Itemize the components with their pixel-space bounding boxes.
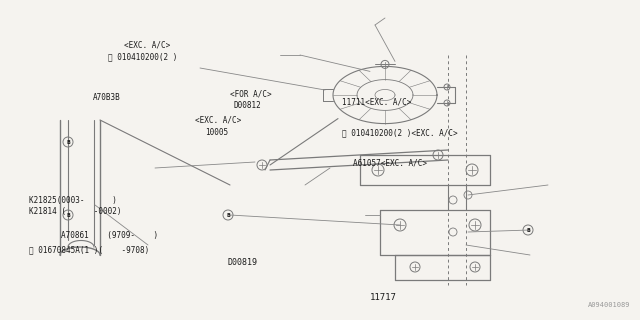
Text: B: B bbox=[66, 140, 70, 145]
Text: Ⓑ 010410200(2 ): Ⓑ 010410200(2 ) bbox=[108, 52, 177, 61]
Text: K21814 (      -0002): K21814 ( -0002) bbox=[29, 207, 122, 216]
Text: Ⓑ 01670845A(1 )(    -9708): Ⓑ 01670845A(1 )( -9708) bbox=[29, 245, 149, 254]
Text: D00819: D00819 bbox=[227, 258, 257, 267]
Text: A70861    (9709-    ): A70861 (9709- ) bbox=[61, 231, 158, 240]
Text: K21825(0003-      ): K21825(0003- ) bbox=[29, 196, 116, 204]
Text: 11717: 11717 bbox=[370, 293, 397, 302]
Text: <EXC. A/C>: <EXC. A/C> bbox=[124, 41, 170, 50]
Text: <FOR A/C>: <FOR A/C> bbox=[230, 89, 272, 98]
Text: A094001089: A094001089 bbox=[588, 302, 630, 308]
Text: A61057<EXC. A/C>: A61057<EXC. A/C> bbox=[353, 159, 428, 168]
Text: 11711<EXC. A/C>: 11711<EXC. A/C> bbox=[342, 98, 412, 107]
Text: B: B bbox=[226, 212, 230, 218]
Text: B: B bbox=[526, 228, 530, 233]
Text: D00812: D00812 bbox=[234, 101, 261, 110]
Text: Ⓑ 010410200(2 )<EXC. A/C>: Ⓑ 010410200(2 )<EXC. A/C> bbox=[342, 128, 458, 137]
Text: A70B3B: A70B3B bbox=[93, 93, 120, 102]
Text: 10005: 10005 bbox=[205, 128, 228, 137]
Text: <EXC. A/C>: <EXC. A/C> bbox=[195, 116, 241, 124]
Text: B: B bbox=[66, 212, 70, 218]
